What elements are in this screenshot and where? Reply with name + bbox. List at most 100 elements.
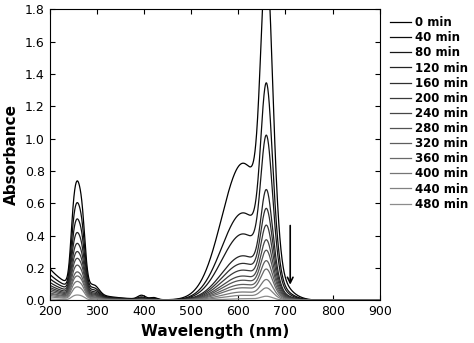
- 160 min: [47, 283, 53, 287]
- 400 min: [371, 298, 376, 303]
- 360 min: [84, 292, 90, 296]
- 40 min: [84, 272, 90, 276]
- 280 min: [173, 298, 179, 302]
- 80 min: [377, 298, 383, 303]
- 320 min: [84, 291, 90, 295]
- 400 min: [47, 293, 53, 297]
- 200 min: [264, 223, 269, 227]
- 240 min: [104, 297, 109, 301]
- 120 min: [84, 280, 90, 284]
- 280 min: [188, 297, 193, 301]
- 400 min: [104, 298, 109, 302]
- 360 min: [264, 267, 269, 271]
- 160 min: [173, 298, 179, 302]
- 440 min: [371, 298, 376, 303]
- 360 min: [104, 297, 109, 301]
- 480 min: [74, 293, 80, 297]
- 240 min: [173, 298, 179, 302]
- 240 min: [47, 287, 53, 291]
- 240 min: [264, 238, 269, 242]
- 400 min: [335, 298, 341, 303]
- 80 min: [335, 298, 341, 303]
- Line: 360 min: 360 min: [50, 269, 380, 300]
- 440 min: [335, 298, 341, 303]
- 400 min: [264, 277, 269, 282]
- 200 min: [188, 297, 193, 301]
- 160 min: [335, 298, 341, 303]
- 80 min: [371, 298, 376, 303]
- 320 min: [264, 259, 269, 263]
- 360 min: [173, 298, 179, 302]
- 120 min: [188, 296, 193, 300]
- 0 min: [188, 292, 193, 296]
- 160 min: [104, 296, 109, 300]
- Line: 280 min: 280 min: [50, 250, 380, 300]
- 120 min: [377, 298, 383, 303]
- 480 min: [47, 297, 53, 301]
- 360 min: [371, 298, 376, 303]
- 480 min: [104, 298, 110, 302]
- Line: 0 min: 0 min: [50, 0, 380, 300]
- 240 min: [188, 297, 193, 301]
- 160 min: [377, 298, 383, 303]
- 160 min: [188, 296, 193, 300]
- 120 min: [371, 298, 376, 303]
- Line: 440 min: 440 min: [50, 287, 380, 300]
- 40 min: [173, 297, 179, 301]
- 320 min: [371, 298, 376, 303]
- 200 min: [335, 298, 341, 303]
- 280 min: [335, 298, 341, 303]
- 360 min: [377, 298, 383, 303]
- 480 min: [173, 298, 179, 303]
- 480 min: [188, 298, 193, 303]
- 80 min: [84, 276, 90, 281]
- Line: 240 min: 240 min: [50, 240, 380, 300]
- 320 min: [188, 298, 193, 302]
- 200 min: [371, 298, 376, 303]
- Line: 480 min: 480 min: [50, 295, 380, 300]
- 320 min: [335, 298, 341, 303]
- 160 min: [264, 206, 269, 210]
- 80 min: [47, 276, 53, 281]
- 120 min: [47, 280, 53, 284]
- Y-axis label: Absorbance: Absorbance: [4, 104, 19, 205]
- 280 min: [84, 289, 90, 293]
- 40 min: [264, 81, 269, 85]
- 440 min: [173, 298, 179, 303]
- 480 min: [377, 298, 383, 303]
- 440 min: [47, 295, 53, 299]
- 440 min: [84, 295, 90, 299]
- 120 min: [264, 188, 269, 192]
- 280 min: [264, 248, 269, 252]
- 320 min: [377, 298, 383, 303]
- 280 min: [104, 297, 109, 301]
- 80 min: [264, 133, 269, 137]
- 80 min: [188, 295, 193, 299]
- 320 min: [173, 298, 179, 302]
- 0 min: [335, 298, 341, 303]
- 440 min: [377, 298, 383, 303]
- 0 min: [47, 266, 53, 270]
- 440 min: [104, 298, 110, 302]
- 280 min: [377, 298, 383, 303]
- 480 min: [335, 298, 341, 303]
- 80 min: [104, 295, 109, 299]
- 200 min: [377, 298, 383, 303]
- Legend: 0 min, 40 min, 80 min, 120 min, 160 min, 200 min, 240 min, 280 min, 320 min, 360: 0 min, 40 min, 80 min, 120 min, 160 min,…: [389, 15, 469, 212]
- 400 min: [377, 298, 383, 303]
- 200 min: [173, 298, 179, 302]
- 40 min: [335, 298, 341, 303]
- 480 min: [371, 298, 376, 303]
- 0 min: [173, 297, 179, 301]
- 0 min: [377, 298, 383, 303]
- Line: 120 min: 120 min: [50, 190, 380, 300]
- 40 min: [377, 298, 383, 303]
- Line: 40 min: 40 min: [50, 83, 380, 300]
- 480 min: [84, 297, 90, 301]
- 40 min: [47, 272, 53, 276]
- 120 min: [335, 298, 341, 303]
- 200 min: [104, 296, 109, 300]
- 120 min: [104, 296, 109, 300]
- 160 min: [371, 298, 376, 303]
- 120 min: [173, 298, 179, 302]
